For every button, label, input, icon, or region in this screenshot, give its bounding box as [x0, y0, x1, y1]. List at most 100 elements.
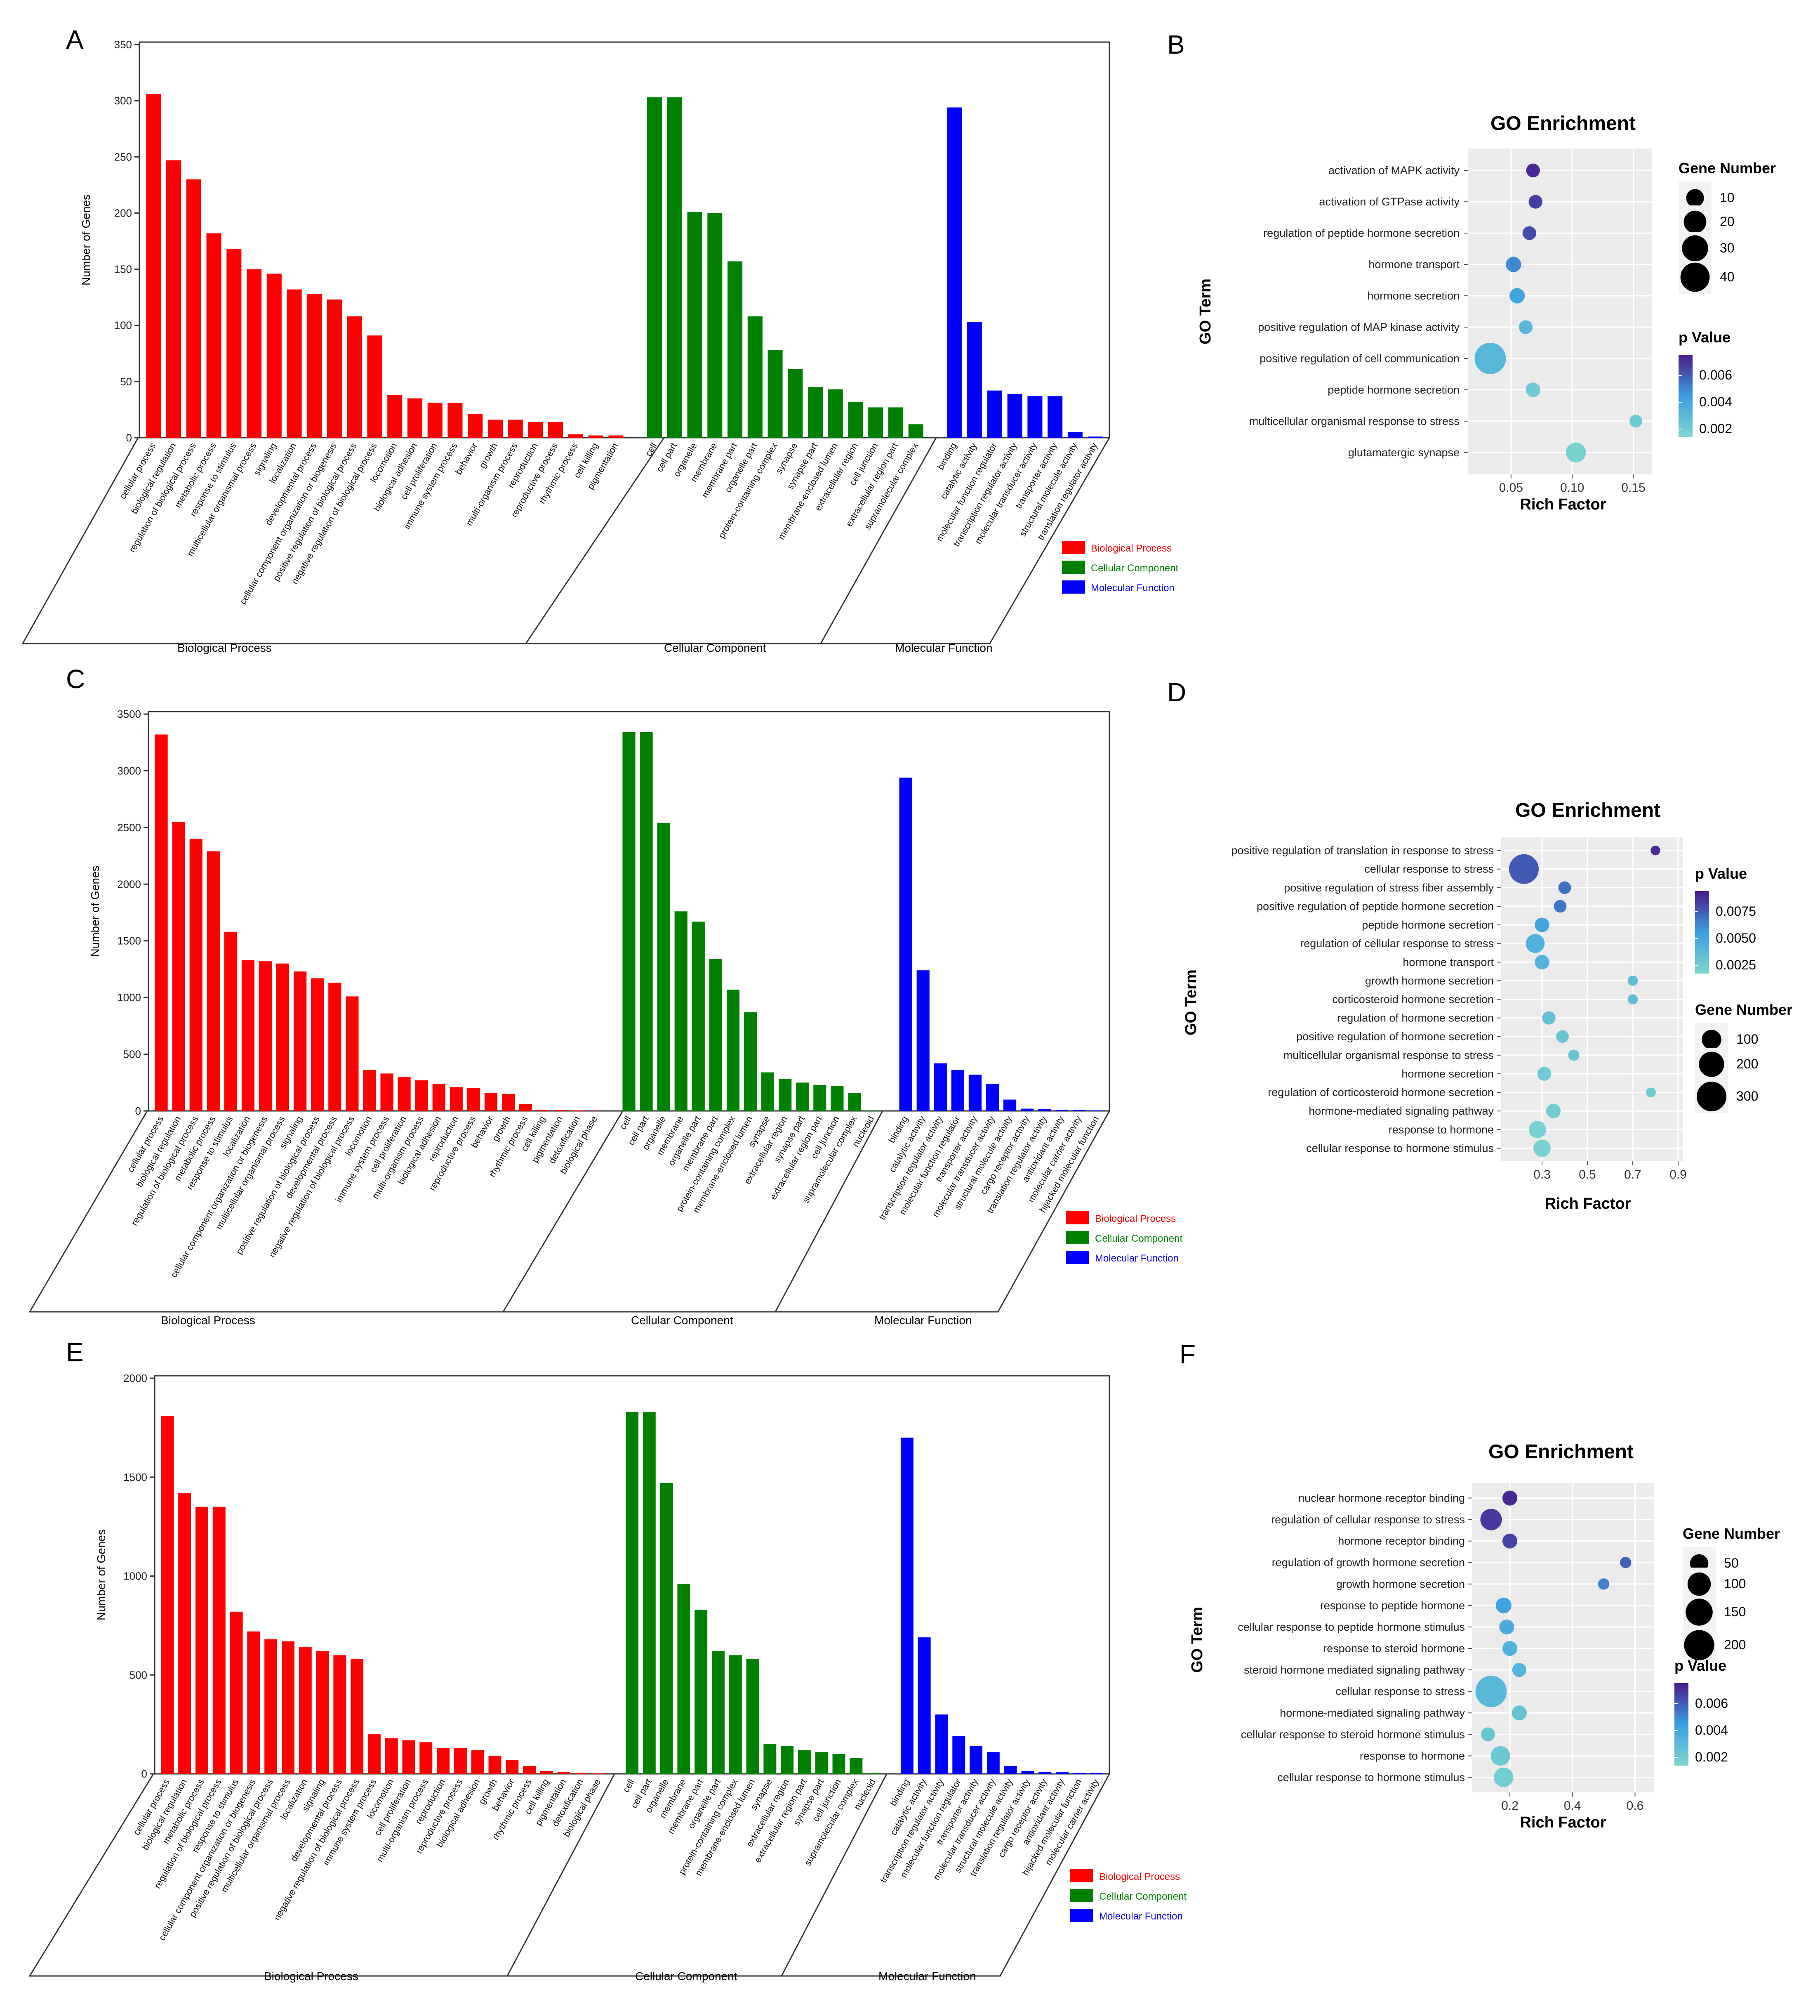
color-legend-bar	[1679, 355, 1693, 437]
go-term-label: positive regulation of translation in re…	[1231, 844, 1494, 857]
bar-biological-process	[574, 1773, 588, 1774]
data-point	[1512, 1663, 1526, 1677]
bar-cellular-component	[808, 387, 823, 438]
bar-molecular-function	[1004, 1766, 1017, 1774]
y-tick-label: 50	[120, 375, 132, 388]
panel-letter: B	[1167, 30, 1185, 59]
bar-biological-process	[311, 978, 324, 1111]
legend-label: Molecular Function	[1091, 582, 1175, 594]
bar-biological-process	[212, 1507, 226, 1774]
size-legend-label: 100	[1724, 1576, 1746, 1591]
go-term-label: response to hormone	[1389, 1123, 1494, 1136]
go-term-label: hormone-mediated signaling pathway	[1309, 1105, 1494, 1117]
bar-cellular-component	[709, 959, 722, 1111]
go-term-label: growth hormone secretion	[1365, 974, 1494, 987]
bar-molecular-function	[1038, 1109, 1051, 1111]
group-separator	[781, 1773, 888, 1976]
bar-biological-process	[454, 1748, 467, 1774]
data-point	[1502, 1641, 1518, 1656]
bar-biological-process	[276, 963, 290, 1111]
bar-biological-process	[264, 1639, 278, 1774]
bar-biological-process	[437, 1748, 450, 1774]
group-label: Cellular Component	[635, 1970, 737, 1983]
bar-molecular-function	[934, 1063, 947, 1111]
data-point	[1506, 257, 1521, 272]
data-point	[1509, 854, 1539, 884]
bar-biological-process	[402, 1740, 415, 1774]
size-legend-label: 200	[1724, 1637, 1746, 1652]
legend-label: Molecular Function	[1095, 1253, 1179, 1264]
bar-biological-process	[387, 395, 403, 438]
y-tick-label: 500	[129, 1669, 147, 1681]
legend-label: Cellular Component	[1095, 1233, 1182, 1244]
bubble-panel-D: D GO Enrichment 0.3 0.5 0.7 0.9 positive regul…	[1167, 677, 1792, 1212]
bar-cellular-component	[728, 261, 743, 438]
x-tick-label: 0.15	[1621, 481, 1645, 495]
go-term-label: regulation of cellular response to stres…	[1300, 937, 1494, 950]
bar-biological-process	[367, 335, 382, 438]
y-axis-label: Number of Genes	[89, 866, 101, 957]
bar-cellular-component	[744, 1012, 757, 1111]
bar-biological-process	[540, 1771, 553, 1774]
bar-cellular-component	[761, 1072, 775, 1111]
bar-molecular-function	[1073, 1773, 1086, 1774]
bar-biological-process	[502, 1094, 515, 1111]
bar-biological-process	[299, 1647, 312, 1774]
go-term-label: positive regulation of peptide hormone s…	[1257, 900, 1494, 913]
data-point	[1650, 845, 1660, 856]
bar-cellular-component	[850, 1758, 863, 1774]
bar-cellular-component	[695, 1610, 708, 1774]
size-legend-label: 150	[1724, 1604, 1746, 1619]
group-label: Biological Process	[264, 1970, 358, 1983]
bar-biological-process	[307, 294, 322, 438]
data-point	[1566, 442, 1586, 463]
color-legend-title: p Value	[1674, 1657, 1726, 1674]
group-label: Molecular Function	[874, 1314, 972, 1327]
go-term-label: corticosteroid hormone secretion	[1332, 993, 1494, 1006]
legend-swatch	[1066, 1211, 1089, 1224]
bar-cellular-component	[815, 1752, 828, 1774]
size-legend-title: Gene Number	[1683, 1525, 1780, 1542]
bar-cellular-component	[831, 1086, 844, 1111]
plot-title: GO Enrichment	[1515, 799, 1660, 821]
y-tick-label: 300	[114, 94, 132, 107]
legend-label: Biological Process	[1091, 543, 1172, 554]
bar-cellular-component	[667, 97, 682, 438]
go-term-label: regulation of growth hormone secretion	[1272, 1556, 1465, 1569]
size-legend-dot	[1699, 1052, 1724, 1077]
y-tick-label: 3500	[117, 708, 141, 720]
go-term-label: hormone-mediated signaling pathway	[1280, 1707, 1465, 1719]
size-legend-title: Gene Number	[1679, 160, 1776, 177]
group-separator	[775, 1111, 883, 1312]
color-legend-label: 0.006	[1695, 1696, 1728, 1711]
bar-biological-process	[247, 269, 262, 438]
color-legend-label: 0.002	[1699, 421, 1732, 436]
bar-cellular-component	[798, 1750, 811, 1774]
data-point	[1568, 1049, 1580, 1061]
y-tick-label: 100	[114, 319, 132, 332]
bar-biological-process	[506, 1760, 519, 1774]
bar-biological-process	[207, 851, 220, 1111]
go-term-label: peptide hormone secretion	[1362, 919, 1494, 931]
color-legend-title: p Value	[1679, 329, 1731, 346]
data-point	[1533, 1139, 1551, 1157]
go-term-label: regulation of hormone secretion	[1337, 1012, 1494, 1024]
x-axis-label: Rich Factor	[1545, 1195, 1631, 1212]
legend-label: Cellular Component	[1091, 563, 1178, 574]
bar-molecular-function	[952, 1736, 965, 1774]
size-legend-dot	[1697, 1082, 1726, 1111]
group-separator	[820, 437, 937, 644]
x-tick-label: 0.3	[1533, 1168, 1551, 1181]
bar-cellular-component	[711, 1651, 725, 1774]
bar-cellular-component	[763, 1744, 777, 1774]
size-legend-dot	[1702, 1030, 1721, 1049]
color-legend-label: 0.006	[1699, 368, 1732, 382]
size-legend-label: 30	[1720, 241, 1735, 255]
legend-swatch	[1062, 561, 1085, 574]
group-separator	[525, 437, 665, 644]
panel-letter: F	[1180, 1339, 1196, 1369]
bar-cellular-component	[867, 1773, 880, 1774]
group-separator	[506, 1773, 615, 1976]
